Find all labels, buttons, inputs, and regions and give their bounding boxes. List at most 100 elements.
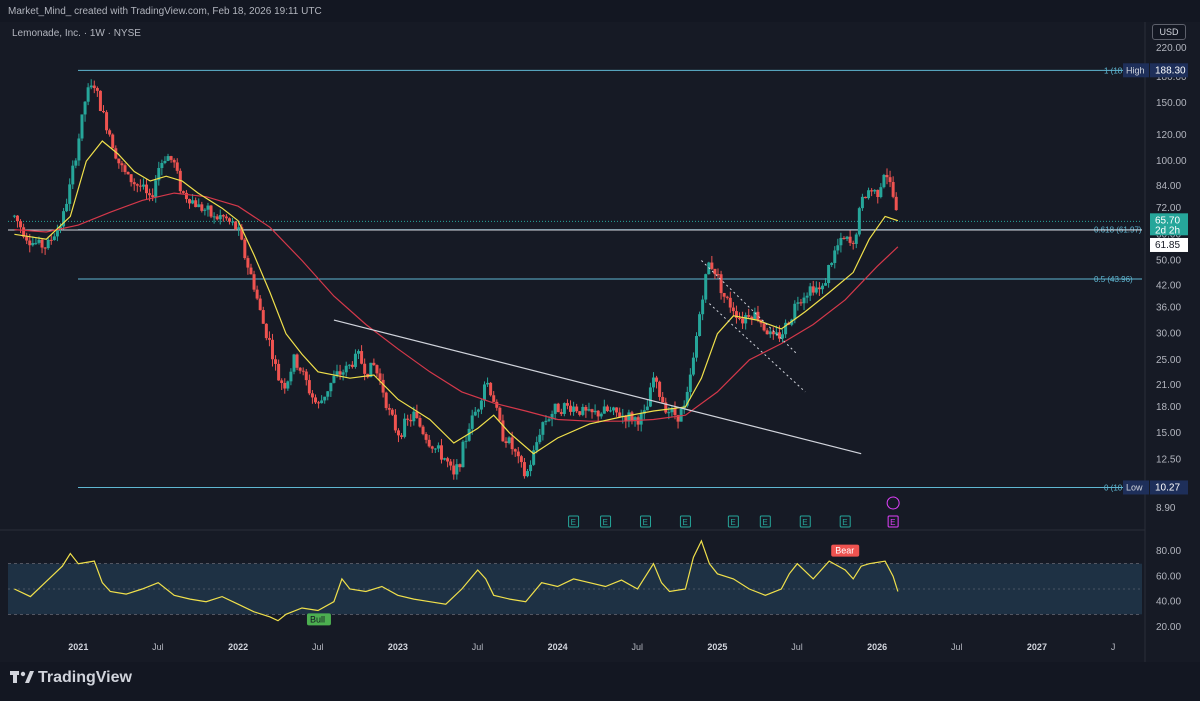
candle-body [722, 293, 726, 297]
time-tick-label: Jul [312, 642, 324, 652]
top-bar: Market_Mind_ created with TradingView.co… [0, 0, 1200, 22]
rsi-bull-label: Bull [310, 614, 325, 624]
currency-selector[interactable]: USD [1152, 24, 1186, 40]
candle-body [298, 367, 302, 371]
candle-body [673, 408, 677, 416]
candle-body [701, 299, 705, 315]
candle-body [163, 160, 167, 163]
candle-body [639, 413, 643, 425]
candle-body [710, 262, 714, 269]
time-tick-label: 2023 [388, 642, 408, 652]
earnings-marker-icon[interactable] [799, 515, 811, 528]
candle-body [74, 160, 78, 166]
candle-body [492, 395, 496, 402]
candle-body [458, 464, 462, 468]
price-tick-label: 18.00 [1156, 402, 1181, 413]
fib-tag-bg [1123, 480, 1149, 495]
candle-body [529, 464, 533, 472]
price-tick-label: 15.00 [1156, 428, 1181, 439]
candle-body [15, 215, 19, 222]
candle-body [347, 364, 351, 366]
candle-body [148, 193, 152, 196]
candle-body [369, 362, 373, 378]
time-tick-label: 2022 [228, 642, 248, 652]
candle-body [317, 402, 321, 404]
earnings-marker-icon[interactable] [887, 515, 899, 528]
fib-tag-value-bg [1150, 480, 1188, 495]
candle-body [160, 162, 164, 169]
chart-area[interactable] [0, 22, 1200, 662]
candle-body [439, 445, 443, 460]
chart-svg[interactable]: 220.00180.00150.00120.00100.0084.0072.00… [0, 0, 1200, 662]
candle-body [289, 371, 293, 382]
candle-body [313, 397, 317, 403]
candle-body [504, 441, 508, 444]
rsi-tick-label: 60.00 [1156, 571, 1181, 582]
candle-body [738, 317, 742, 319]
candle-body [876, 189, 880, 198]
earnings-marker-label: E [802, 518, 807, 527]
price-tick-label: 220.00 [1156, 43, 1187, 54]
earnings-marker-label: E [762, 518, 767, 527]
earnings-marker-icon[interactable] [759, 515, 771, 528]
earnings-marker-icon[interactable] [639, 515, 651, 528]
rsi-bull-badge [306, 613, 331, 626]
candle-body [495, 401, 499, 408]
candle-body [65, 203, 69, 212]
candle-body [304, 371, 308, 381]
candle-body [694, 336, 698, 358]
symbol-title[interactable]: Lemonade, Inc. · 1W · NYSE [12, 28, 141, 39]
candle-body [744, 315, 748, 324]
earnings-marker-icon[interactable] [727, 515, 739, 528]
ema-slow-line [14, 192, 899, 422]
candle-body [556, 403, 560, 413]
candle-body [77, 138, 81, 161]
candle-body [267, 338, 271, 340]
candle-body [283, 383, 287, 389]
candle-body [467, 428, 471, 441]
last-price-countdown: 2d 2h [1155, 225, 1180, 236]
candle-body [833, 250, 837, 263]
candle-body [482, 384, 486, 401]
time-tick-label: Jul [472, 642, 484, 652]
earnings-marker-icon[interactable] [679, 515, 691, 528]
earnings-marker-icon[interactable] [600, 515, 612, 528]
candle-body [688, 374, 692, 392]
chart-credit: Market_Mind_ created with TradingView.co… [8, 6, 322, 17]
candle-body [535, 442, 539, 451]
dividend-event-icon[interactable] [886, 496, 900, 510]
candle-body [863, 196, 867, 199]
fib-tag-label: High [1126, 65, 1145, 75]
candle-body [553, 403, 557, 414]
candle-body [526, 471, 530, 477]
candle-body [851, 242, 855, 244]
candle-body [252, 274, 256, 290]
candle-body [827, 265, 831, 284]
tradingview-logo[interactable]: TradingView [10, 669, 132, 687]
earnings-marker-icon[interactable] [839, 515, 851, 528]
rsi-tick-label: 40.00 [1156, 597, 1181, 608]
candle-body [817, 287, 821, 290]
time-tick-label: J [1111, 642, 1116, 652]
candle-body [320, 400, 324, 404]
candle-body [329, 382, 333, 392]
candle-body [301, 370, 305, 372]
earnings-marker-icon[interactable] [568, 515, 580, 528]
candle-body [126, 171, 130, 175]
candle-body [713, 268, 717, 275]
candle-body [194, 200, 198, 208]
earnings-marker-label: E [730, 518, 735, 527]
candle-body [307, 380, 311, 394]
trendline [333, 319, 862, 455]
candle-body [572, 406, 576, 412]
candle-body [608, 410, 612, 412]
earnings-marker-label: E [642, 518, 647, 527]
price-tick-label: 42.00 [1156, 280, 1181, 291]
candle-body [95, 88, 99, 91]
candle-body [172, 159, 176, 163]
candle-body [123, 165, 127, 172]
candle-body [240, 227, 244, 240]
candle-body [326, 391, 330, 397]
candle-body [43, 247, 47, 249]
candle-body [734, 311, 738, 318]
